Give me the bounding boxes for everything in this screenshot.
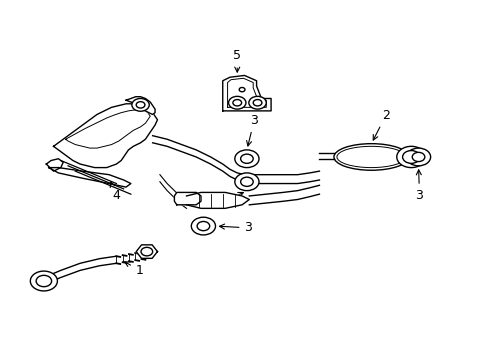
Polygon shape bbox=[53, 104, 157, 168]
Circle shape bbox=[240, 154, 253, 163]
Polygon shape bbox=[126, 97, 155, 114]
Text: 2: 2 bbox=[372, 109, 389, 140]
Ellipse shape bbox=[336, 146, 405, 168]
Circle shape bbox=[30, 271, 57, 291]
Circle shape bbox=[396, 146, 425, 168]
Circle shape bbox=[232, 100, 241, 106]
Circle shape bbox=[191, 217, 215, 235]
Circle shape bbox=[411, 152, 424, 162]
Polygon shape bbox=[186, 192, 249, 208]
Ellipse shape bbox=[333, 144, 408, 170]
Text: 4: 4 bbox=[110, 182, 120, 202]
Circle shape bbox=[197, 221, 209, 231]
Polygon shape bbox=[223, 76, 270, 111]
Circle shape bbox=[406, 148, 430, 166]
Circle shape bbox=[228, 96, 245, 109]
Circle shape bbox=[36, 275, 52, 287]
Text: 1: 1 bbox=[124, 262, 143, 277]
Polygon shape bbox=[49, 168, 131, 187]
Text: 3: 3 bbox=[219, 221, 252, 234]
Circle shape bbox=[253, 100, 262, 106]
Circle shape bbox=[248, 96, 265, 109]
Circle shape bbox=[234, 173, 259, 191]
Circle shape bbox=[136, 102, 144, 108]
Circle shape bbox=[141, 247, 152, 256]
Polygon shape bbox=[136, 245, 157, 258]
Text: 3: 3 bbox=[415, 170, 423, 202]
Text: 5: 5 bbox=[233, 49, 241, 72]
Text: 3: 3 bbox=[246, 114, 258, 146]
Text: 3: 3 bbox=[222, 193, 243, 208]
Circle shape bbox=[402, 150, 419, 163]
Circle shape bbox=[234, 150, 259, 168]
Circle shape bbox=[132, 99, 149, 111]
Circle shape bbox=[240, 177, 253, 186]
Polygon shape bbox=[174, 192, 201, 205]
Circle shape bbox=[239, 87, 244, 92]
